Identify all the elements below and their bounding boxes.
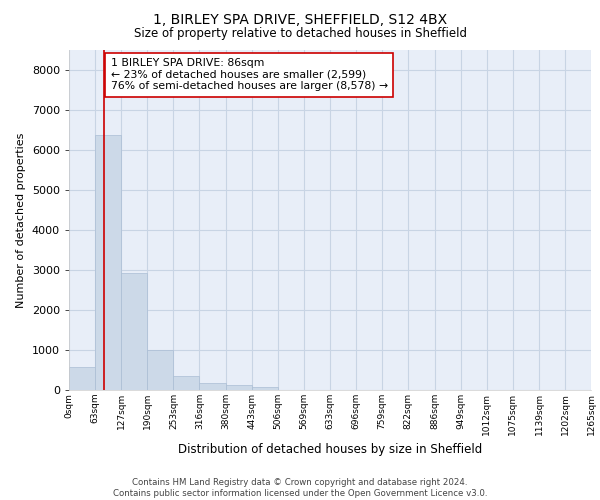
- Bar: [226, 385, 252, 390]
- Bar: [121, 273, 148, 390]
- Text: Size of property relative to detached houses in Sheffield: Size of property relative to detached ho…: [133, 28, 467, 40]
- Bar: [199, 383, 226, 390]
- Text: Contains HM Land Registry data © Crown copyright and database right 2024.
Contai: Contains HM Land Registry data © Crown c…: [113, 478, 487, 498]
- Y-axis label: Number of detached properties: Number of detached properties: [16, 132, 26, 308]
- Bar: [173, 376, 199, 390]
- Bar: [69, 367, 95, 390]
- X-axis label: Distribution of detached houses by size in Sheffield: Distribution of detached houses by size …: [178, 443, 482, 456]
- Bar: [148, 350, 173, 390]
- Bar: [95, 135, 121, 390]
- Text: 1 BIRLEY SPA DRIVE: 86sqm
← 23% of detached houses are smaller (2,599)
76% of se: 1 BIRLEY SPA DRIVE: 86sqm ← 23% of detac…: [110, 58, 388, 91]
- Bar: [252, 386, 278, 390]
- Text: 1, BIRLEY SPA DRIVE, SHEFFIELD, S12 4BX: 1, BIRLEY SPA DRIVE, SHEFFIELD, S12 4BX: [153, 12, 447, 26]
